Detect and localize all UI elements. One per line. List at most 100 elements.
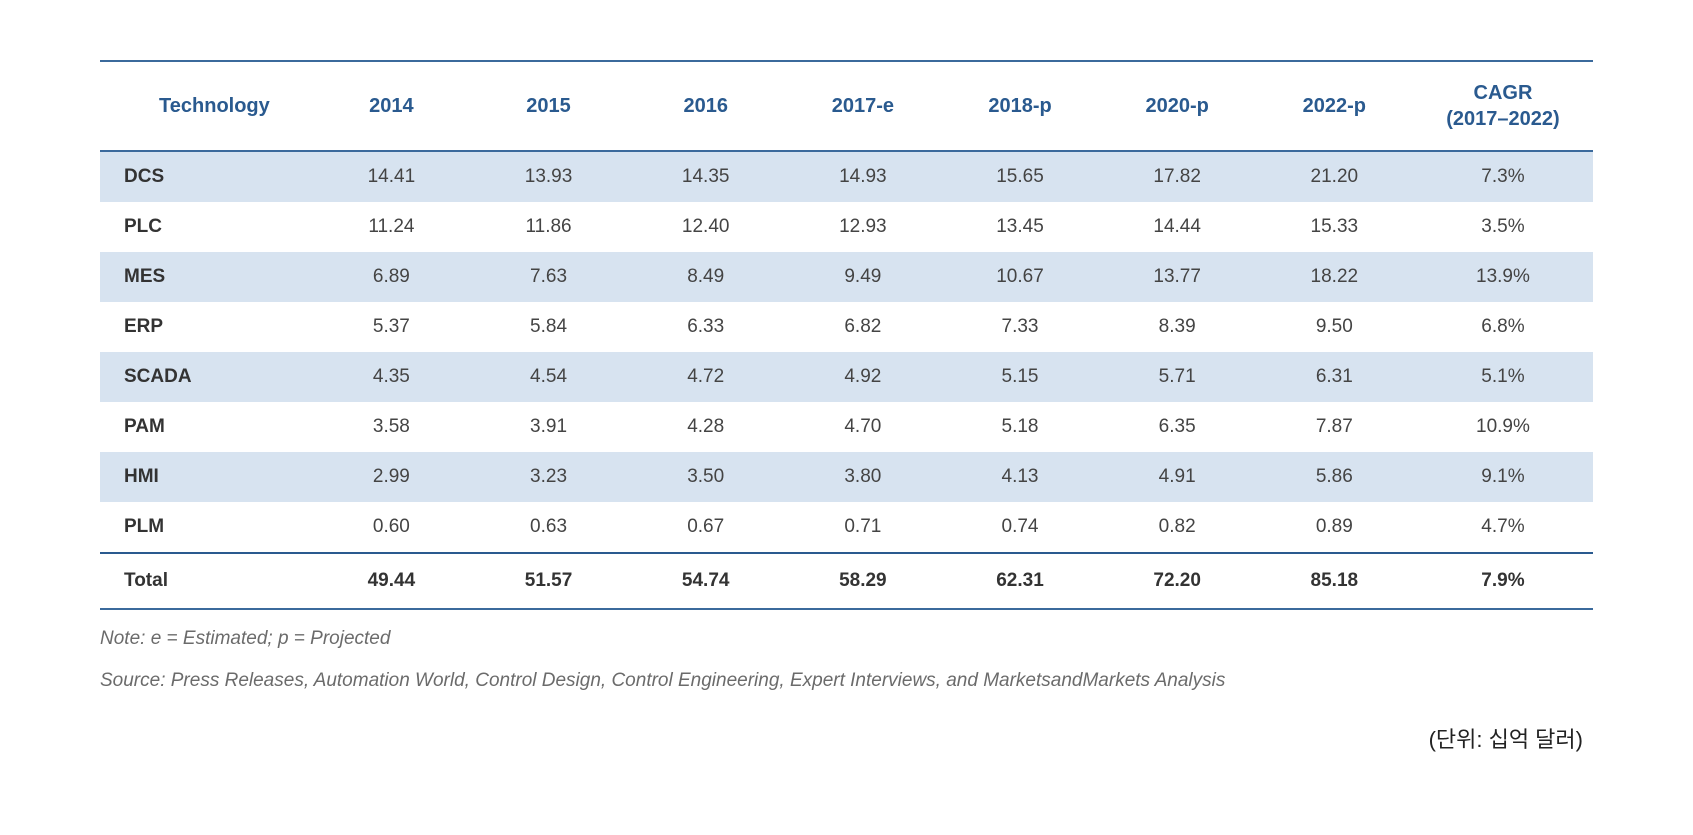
row-value: 5.18 xyxy=(941,402,1098,452)
row-label: DCS xyxy=(100,151,313,202)
row-value: 0.71 xyxy=(784,502,941,553)
row-value: 14.41 xyxy=(313,151,470,202)
row-value: 18.22 xyxy=(1256,252,1413,302)
row-value: 7.87 xyxy=(1256,402,1413,452)
row-value: 10.9% xyxy=(1413,402,1593,452)
table-unit: (단위: 십억 달러) xyxy=(100,722,1593,754)
row-value: 9.49 xyxy=(784,252,941,302)
row-value: 13.93 xyxy=(470,151,627,202)
row-value: 8.49 xyxy=(627,252,784,302)
row-value: 5.84 xyxy=(470,302,627,352)
row-value: 6.8% xyxy=(1413,302,1593,352)
row-label: HMI xyxy=(100,452,313,502)
row-value: 4.92 xyxy=(784,352,941,402)
market-table-container: Technology 2014 2015 2016 2017-e 2018-p … xyxy=(100,60,1593,754)
row-value: 9.1% xyxy=(1413,452,1593,502)
row-value: 14.93 xyxy=(784,151,941,202)
total-value: 62.31 xyxy=(941,553,1098,609)
table-header-row: Technology 2014 2015 2016 2017-e 2018-p … xyxy=(100,61,1593,151)
row-value: 7.63 xyxy=(470,252,627,302)
row-value: 15.65 xyxy=(941,151,1098,202)
row-value: 0.63 xyxy=(470,502,627,553)
row-value: 3.58 xyxy=(313,402,470,452)
row-value: 5.15 xyxy=(941,352,1098,402)
row-value: 11.24 xyxy=(313,202,470,252)
col-header-2017e: 2017-e xyxy=(784,61,941,151)
total-label: Total xyxy=(100,553,313,609)
row-value: 3.80 xyxy=(784,452,941,502)
row-value: 6.31 xyxy=(1256,352,1413,402)
table-row: PLM0.600.630.670.710.740.820.894.7% xyxy=(100,502,1593,553)
col-header-2018p: 2018-p xyxy=(941,61,1098,151)
row-value: 4.35 xyxy=(313,352,470,402)
row-value: 5.1% xyxy=(1413,352,1593,402)
total-value: 85.18 xyxy=(1256,553,1413,609)
row-label: ERP xyxy=(100,302,313,352)
row-value: 0.74 xyxy=(941,502,1098,553)
row-value: 5.37 xyxy=(313,302,470,352)
row-value: 14.44 xyxy=(1099,202,1256,252)
table-header: Technology 2014 2015 2016 2017-e 2018-p … xyxy=(100,61,1593,151)
row-value: 0.89 xyxy=(1256,502,1413,553)
table-row: PLC11.2411.8612.4012.9313.4514.4415.333.… xyxy=(100,202,1593,252)
row-value: 4.70 xyxy=(784,402,941,452)
table-row: HMI2.993.233.503.804.134.915.869.1% xyxy=(100,452,1593,502)
total-value: 49.44 xyxy=(313,553,470,609)
row-value: 4.28 xyxy=(627,402,784,452)
row-value: 15.33 xyxy=(1256,202,1413,252)
row-value: 6.33 xyxy=(627,302,784,352)
row-value: 0.67 xyxy=(627,502,784,553)
table-source: Source: Press Releases, Automation World… xyxy=(100,670,1593,692)
col-header-2020p: 2020-p xyxy=(1099,61,1256,151)
row-value: 4.54 xyxy=(470,352,627,402)
row-value: 9.50 xyxy=(1256,302,1413,352)
row-value: 2.99 xyxy=(313,452,470,502)
table-total-row: Total49.4451.5754.7458.2962.3172.2085.18… xyxy=(100,553,1593,609)
row-value: 5.71 xyxy=(1099,352,1256,402)
row-value: 7.33 xyxy=(941,302,1098,352)
total-value: 7.9% xyxy=(1413,553,1593,609)
col-header-2014: 2014 xyxy=(313,61,470,151)
row-value: 3.23 xyxy=(470,452,627,502)
row-value: 6.82 xyxy=(784,302,941,352)
table-row: SCADA4.354.544.724.925.155.716.315.1% xyxy=(100,352,1593,402)
row-value: 4.7% xyxy=(1413,502,1593,553)
row-value: 3.91 xyxy=(470,402,627,452)
row-label: PAM xyxy=(100,402,313,452)
total-value: 54.74 xyxy=(627,553,784,609)
row-value: 10.67 xyxy=(941,252,1098,302)
row-label: PLM xyxy=(100,502,313,553)
table-body: DCS14.4113.9314.3514.9315.6517.8221.20 7.… xyxy=(100,151,1593,609)
row-value: 3.50 xyxy=(627,452,784,502)
row-value: 13.77 xyxy=(1099,252,1256,302)
row-value: 0.82 xyxy=(1099,502,1256,553)
row-label: SCADA xyxy=(100,352,313,402)
col-header-2022p: 2022-p xyxy=(1256,61,1413,151)
row-value: 21.20 xyxy=(1256,151,1413,202)
table-row: DCS14.4113.9314.3514.9315.6517.8221.207.… xyxy=(100,151,1593,202)
table-row: MES6.897.638.499.4910.6713.7718.2213.9% xyxy=(100,252,1593,302)
row-value: 4.13 xyxy=(941,452,1098,502)
total-value: 72.20 xyxy=(1099,553,1256,609)
row-value: 17.82 xyxy=(1099,151,1256,202)
row-value: 5.86 xyxy=(1256,452,1413,502)
col-header-cagr: CAGR(2017–2022) xyxy=(1413,61,1593,151)
table-row: ERP5.375.846.336.827.338.399.506.8% xyxy=(100,302,1593,352)
total-value: 58.29 xyxy=(784,553,941,609)
col-header-2015: 2015 xyxy=(470,61,627,151)
row-value: 8.39 xyxy=(1099,302,1256,352)
col-header-2016: 2016 xyxy=(627,61,784,151)
row-label: MES xyxy=(100,252,313,302)
table-row: PAM3.583.914.284.705.186.357.8710.9% xyxy=(100,402,1593,452)
row-value: 6.89 xyxy=(313,252,470,302)
row-value: 12.40 xyxy=(627,202,784,252)
market-table: Technology 2014 2015 2016 2017-e 2018-p … xyxy=(100,60,1593,610)
row-value: 11.86 xyxy=(470,202,627,252)
row-label: PLC xyxy=(100,202,313,252)
col-header-technology: Technology xyxy=(100,61,313,151)
row-value: 4.72 xyxy=(627,352,784,402)
row-value: 4.91 xyxy=(1099,452,1256,502)
row-value: 13.45 xyxy=(941,202,1098,252)
row-value: 14.35 xyxy=(627,151,784,202)
row-value: 3.5% xyxy=(1413,202,1593,252)
